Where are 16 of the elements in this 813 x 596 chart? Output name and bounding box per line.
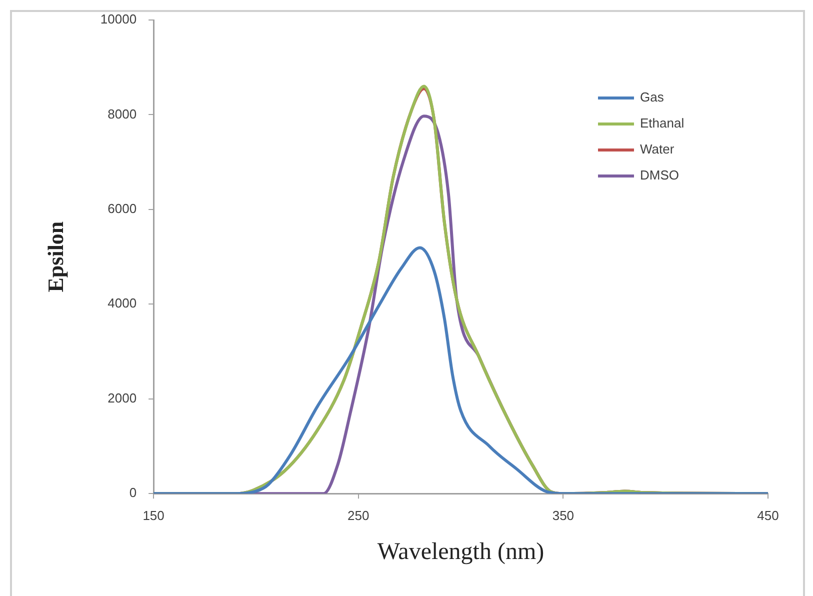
- y-tick-label: 2000: [108, 390, 137, 406]
- legend-label: Water: [640, 142, 675, 157]
- x-tick-label: 250: [348, 508, 370, 523]
- x-tick-label: 450: [757, 508, 779, 523]
- y-tick-label: 8000: [108, 106, 137, 122]
- y-axis-title: Epsilon: [42, 221, 68, 292]
- legend-label: DMSO: [640, 168, 679, 183]
- y-tick-label: 10000: [100, 12, 137, 27]
- x-tick-label: 350: [552, 508, 574, 523]
- y-tick-label: 0: [129, 485, 137, 500]
- legend-label: Gas: [640, 90, 664, 105]
- y-tick-label: 6000: [108, 201, 137, 216]
- x-axis-title: Wavelength (nm): [377, 538, 544, 565]
- x-tick-label: 150: [142, 508, 164, 523]
- y-tick-label: 4000: [108, 296, 137, 311]
- legend-label: Ethanal: [640, 116, 684, 131]
